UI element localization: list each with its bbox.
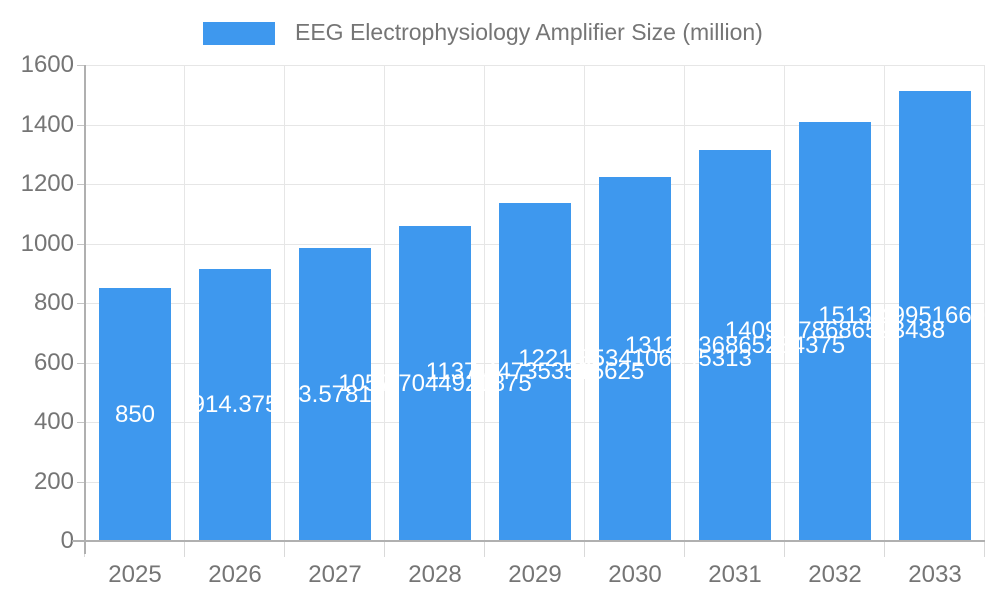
x-axis-label: 2025 xyxy=(108,561,162,588)
bar[interactable] xyxy=(799,121,871,541)
x-axis-tick xyxy=(384,542,385,557)
bar[interactable] xyxy=(99,288,171,541)
x-axis-line xyxy=(72,540,985,542)
y-axis-tick xyxy=(77,65,85,66)
bar-value-label: 914.375 xyxy=(191,390,279,418)
bar-value-label: 1137.447353515625 xyxy=(425,357,645,385)
y-axis-line xyxy=(84,65,86,554)
x-axis-tick xyxy=(184,542,185,557)
x-axis-label: 2030 xyxy=(608,561,662,588)
bar[interactable] xyxy=(399,226,471,541)
x-axis-tick xyxy=(484,542,485,557)
y-axis-tick xyxy=(77,363,85,364)
y-axis-label: 1600 xyxy=(20,51,74,78)
x-axis-label: 2032 xyxy=(808,561,862,588)
y-axis-tick xyxy=(77,482,85,483)
gridline-horizontal xyxy=(85,125,985,126)
bar[interactable] xyxy=(199,268,271,541)
bar[interactable] xyxy=(499,202,571,541)
bar-value-label: 983.578125 xyxy=(271,380,399,408)
y-axis-tick xyxy=(77,125,85,126)
x-axis-tick xyxy=(584,542,585,557)
x-axis-label: 2026 xyxy=(208,561,262,588)
x-axis-tick xyxy=(784,542,785,557)
y-axis-tick xyxy=(77,422,85,423)
bar-value-label: 1057.7044921875 xyxy=(338,369,532,397)
y-axis-label: 800 xyxy=(33,289,74,316)
x-axis-label: 2027 xyxy=(308,561,362,588)
y-axis-label: 0 xyxy=(60,527,74,554)
bar[interactable] xyxy=(699,150,771,541)
x-axis-tick xyxy=(284,542,285,557)
y-axis-label: 600 xyxy=(33,349,74,376)
x-axis-tick xyxy=(884,542,885,557)
legend-swatch[interactable] xyxy=(203,22,275,45)
y-axis-label: 200 xyxy=(33,468,74,495)
x-axis-tick xyxy=(984,542,985,557)
legend-series-label[interactable]: EEG Electrophysiology Amplifier Size (mi… xyxy=(295,19,763,45)
y-axis-label: 400 xyxy=(33,408,74,435)
gridline-horizontal xyxy=(85,184,985,185)
x-axis-tick xyxy=(684,542,685,557)
y-axis-label: 1400 xyxy=(20,111,74,138)
y-axis-tick xyxy=(77,303,85,304)
bar-value-label: 1513.4995166015625 xyxy=(818,301,1000,329)
bar-value-label: 1312.936865234375 xyxy=(624,331,846,359)
bar[interactable] xyxy=(299,248,371,541)
x-axis-label: 2031 xyxy=(708,561,762,588)
bar-value-label: 850 xyxy=(114,400,156,428)
x-axis-label: 2033 xyxy=(908,561,962,588)
x-axis-label: 2029 xyxy=(508,561,562,588)
bar[interactable] xyxy=(599,177,671,541)
y-axis-label: 1200 xyxy=(20,170,74,197)
x-axis-label: 2028 xyxy=(408,561,462,588)
y-axis-label: 1000 xyxy=(20,230,74,257)
y-axis-tick xyxy=(77,244,85,245)
gridline-horizontal xyxy=(85,65,985,66)
bar-value-label: 1221.8534106445313 xyxy=(518,345,752,373)
y-axis-tick xyxy=(77,184,85,185)
bar-value-label: 1409.978686523438 xyxy=(724,317,946,345)
bar[interactable] xyxy=(899,90,971,541)
